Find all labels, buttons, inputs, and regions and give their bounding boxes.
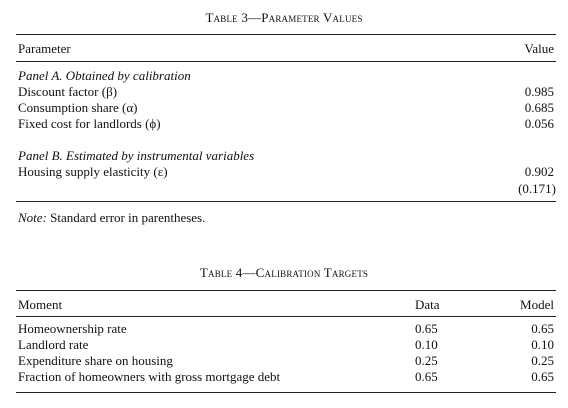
panel-b-heading: Panel B. Estimated by instrumental varia… [18,148,255,163]
param-se-housing-supply-elasticity: (0.171) [518,181,556,196]
table3-note-text: Standard error in parentheses. [50,210,206,225]
moment-model-mortgage-debt: 0.65 [531,369,554,384]
table3-header-parameter: Parameter [18,41,71,56]
table4-title: Table 4—Calibration Targets [199,265,369,280]
table3-bottom-rule [16,201,556,202]
param-label-discount-factor: Discount factor (β) [18,84,118,99]
table4-header-moment: Moment [18,297,63,312]
param-value-consumption-share: 0.685 [524,100,554,115]
table4-header-model: Model [520,297,554,312]
moment-label-landlord-rate: Landlord rate [18,337,89,352]
param-value-discount-factor: 0.985 [524,84,554,99]
table3-title: Table 3—Parameter Values [205,10,363,25]
moment-data-landlord-rate: 0.10 [415,337,438,352]
param-label-fixed-cost: Fixed cost for landlords (ϕ) [18,116,161,131]
moment-label-homeownership: Homeownership rate [18,321,127,336]
moment-model-expenditure-share: 0.25 [531,353,554,368]
table3-note-label: Note: [18,210,47,225]
moment-model-homeownership: 0.65 [531,321,554,336]
table3-header-value: Value [524,41,554,56]
moment-label-mortgage-debt: Fraction of homeowners with gross mortga… [18,369,281,384]
table4-header-data: Data [415,297,440,312]
param-label-housing-supply-elasticity: Housing supply elasticity (ε) [18,164,168,179]
moment-model-landlord-rate: 0.10 [531,337,554,352]
panel-a-heading: Panel A. Obtained by calibration [18,68,191,83]
table3-top-rule [16,34,556,35]
moment-data-expenditure-share: 0.25 [415,353,438,368]
param-label-consumption-share: Consumption share (α) [18,100,138,115]
table3-header-rule [16,61,556,62]
table4-top-rule [16,290,556,291]
table4-header-rule [16,316,556,317]
table4-bottom-rule [16,392,556,393]
moment-label-expenditure-share: Expenditure share on housing [18,353,173,368]
param-value-housing-supply-elasticity: 0.902 [524,164,554,179]
moment-data-homeownership: 0.65 [415,321,438,336]
param-value-fixed-cost: 0.056 [524,116,554,131]
table3-note: Note: Standard error in parentheses. [18,210,205,226]
moment-data-mortgage-debt: 0.65 [415,369,438,384]
